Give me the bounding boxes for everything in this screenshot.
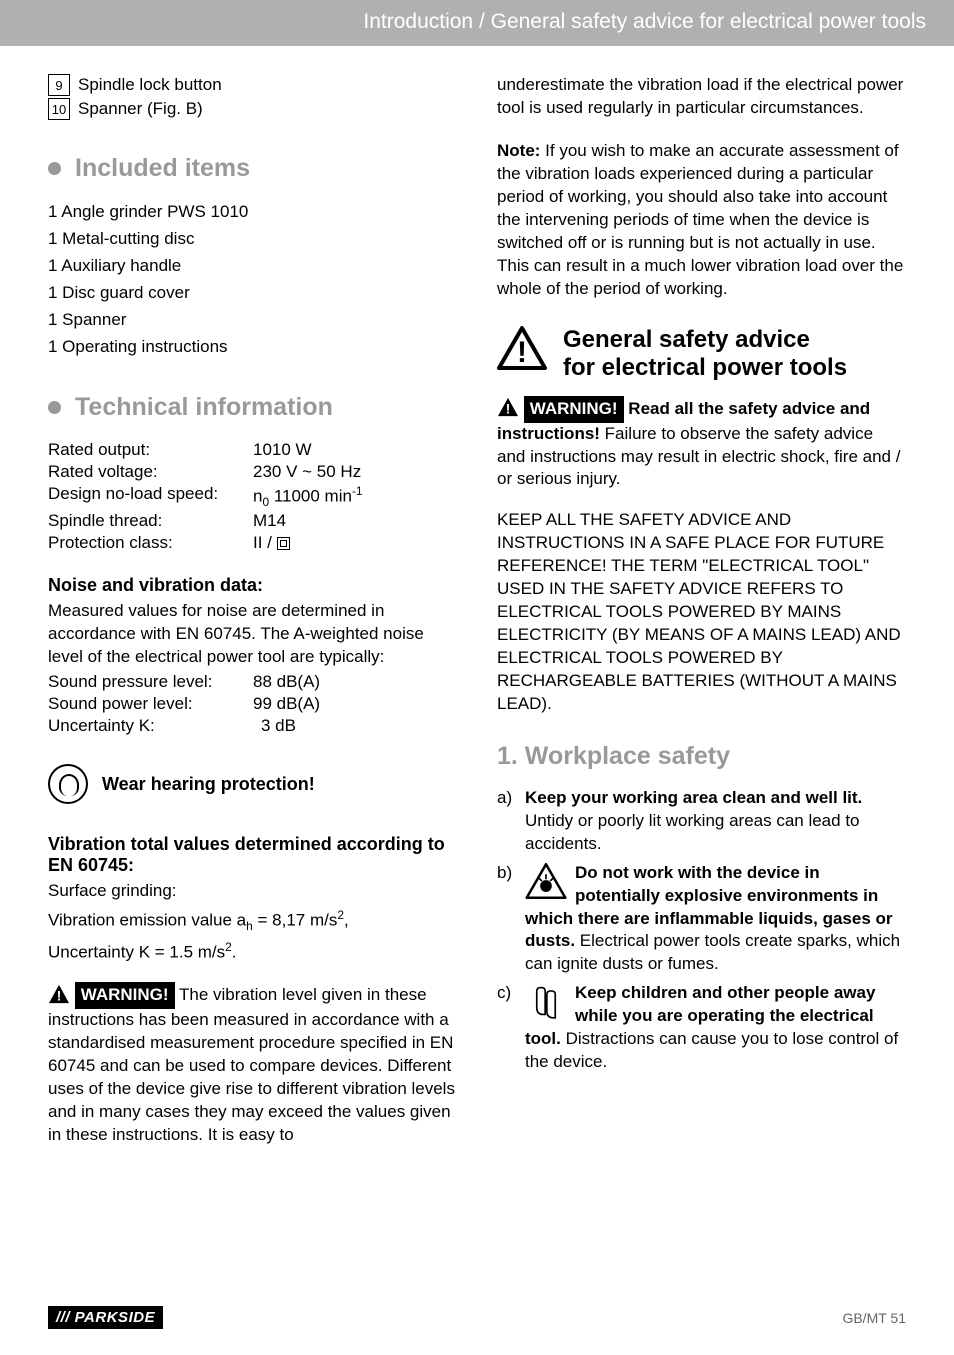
spec-value: 1010 W — [253, 440, 312, 460]
explosion-warning-icon — [525, 862, 567, 900]
section-heading: Technical information — [48, 393, 457, 422]
noise-row: Sound power level:99 dB(A) — [48, 694, 457, 714]
content-area: 9 Spindle lock button 10 Spanner (Fig. B… — [0, 46, 954, 1151]
right-column: underestimate the vibration load if the … — [497, 74, 906, 1151]
spec-value: 230 V ~ 50 Hz — [253, 462, 361, 482]
list-item: 1 Operating instructions — [48, 336, 457, 359]
list-item: 1 Angle grinder PWS 1010 — [48, 201, 457, 224]
spec-value: II / — [253, 533, 290, 553]
svg-text:!: ! — [517, 336, 527, 369]
spec-row: Design no-load speed:n0 11000 min-1 — [48, 484, 457, 509]
spec-label: Rated output: — [48, 440, 253, 460]
vib-line: Uncertainty K = 1.5 m/s2. — [48, 939, 457, 965]
keep-safety-text: KEEP ALL THE SAFETY ADVICE AND INSTRUCTI… — [497, 509, 906, 715]
spec-label: Rated voltage: — [48, 462, 253, 482]
included-items-list: 1 Angle grinder PWS 1010 1 Metal-cutting… — [48, 201, 457, 359]
list-body: Keep children and other people away whil… — [525, 982, 906, 1074]
noise-label: Sound pressure level: — [48, 672, 253, 692]
spec-label: Design no-load speed: — [48, 484, 253, 509]
note-label: Note: — [497, 141, 540, 160]
svg-text:!: ! — [506, 401, 511, 416]
noise-row: Uncertainty K:3 dB — [48, 716, 457, 736]
section-title: Technical information — [75, 393, 333, 422]
section-heading: Included items — [48, 154, 457, 183]
general-safety-heading: ! General safety advice for electrical p… — [497, 326, 906, 381]
bullet-icon — [48, 401, 61, 414]
spec-label: Protection class: — [48, 533, 253, 553]
general-safety-title: General safety advice for electrical pow… — [563, 326, 847, 381]
spec-label: Spindle thread: — [48, 511, 253, 531]
list-marker: a) — [497, 787, 525, 856]
list-body: Do not work with the device in potential… — [525, 862, 906, 977]
warning-badge: WARNING! — [524, 396, 624, 423]
warning-text: The vibration level given in these instr… — [48, 985, 455, 1144]
note-text: If you wish to make an accurate assessme… — [497, 141, 903, 298]
page-header: Introduction / General safety advice for… — [0, 0, 954, 46]
bullet-icon — [48, 162, 61, 175]
hearing-text: Wear hearing protection! — [102, 774, 315, 795]
gsa-warning-paragraph: ! WARNING! Read all the safety advice an… — [497, 396, 906, 492]
safety-item-a: a) Keep your working area clean and well… — [497, 787, 906, 856]
noise-heading: Noise and vibration data: — [48, 575, 457, 596]
safety-item-b: b) Do not work with the device in potent… — [497, 862, 906, 977]
list-body: Keep your working area clean and well li… — [525, 787, 906, 856]
list-item: 1 Spanner — [48, 309, 457, 332]
part-number-box: 9 — [48, 74, 70, 96]
hearing-row: Wear hearing protection! — [48, 764, 457, 804]
noise-label: Sound power level: — [48, 694, 253, 714]
workplace-safety-heading: 1. Workplace safety — [497, 742, 906, 771]
warning-paragraph: ! WARNING! The vibration level given in … — [48, 982, 457, 1147]
part-label: Spindle lock button — [78, 75, 222, 95]
spec-value: M14 — [253, 511, 286, 531]
list-marker: b) — [497, 862, 525, 977]
noise-value: 88 dB(A) — [253, 672, 320, 692]
ear-protection-icon — [48, 764, 88, 804]
left-column: 9 Spindle lock button 10 Spanner (Fig. B… — [48, 74, 457, 1151]
parts-list: 9 Spindle lock button 10 Spanner (Fig. B… — [48, 74, 457, 120]
note-paragraph: Note: If you wish to make an accurate as… — [497, 140, 906, 301]
noise-value: 99 dB(A) — [253, 694, 320, 714]
list-item: 1 Disc guard cover — [48, 282, 457, 305]
spec-row: Protection class:II / — [48, 533, 457, 553]
warning-triangle-icon: ! — [497, 397, 519, 417]
continuation-text: underestimate the vibration load if the … — [497, 74, 906, 120]
list-item: 1 Auxiliary handle — [48, 255, 457, 278]
vibration-heading: Vibration total values determined accord… — [48, 834, 457, 876]
noise-value: 3 dB — [253, 716, 296, 736]
brand-badge: /// PARKSIDE — [48, 1306, 163, 1329]
spec-row: Rated output:1010 W — [48, 440, 457, 460]
specs-table: Rated output:1010 W Rated voltage:230 V … — [48, 440, 457, 553]
vib-line: Surface grinding: — [48, 880, 457, 903]
section-title: Included items — [75, 154, 250, 183]
spec-value: n0 11000 min-1 — [253, 484, 363, 509]
warning-badge: WARNING! — [75, 982, 175, 1009]
spec-row: Rated voltage:230 V ~ 50 Hz — [48, 462, 457, 482]
part-item: 10 Spanner (Fig. B) — [48, 98, 457, 120]
list-marker: c) — [497, 982, 525, 1074]
svg-text:!: ! — [57, 988, 62, 1003]
spec-row: Spindle thread:M14 — [48, 511, 457, 531]
safety-item-c: c) Keep children and other people away w… — [497, 982, 906, 1074]
page-footer: /// PARKSIDE GB/MT 51 — [48, 1306, 906, 1329]
part-item: 9 Spindle lock button — [48, 74, 457, 96]
noise-row: Sound pressure level:88 dB(A) — [48, 672, 457, 692]
page-number: GB/MT 51 — [842, 1310, 906, 1326]
warning-triangle-icon: ! — [497, 326, 547, 370]
list-item: 1 Metal-cutting disc — [48, 228, 457, 251]
warning-triangle-icon: ! — [48, 984, 70, 1004]
part-number-box: 10 — [48, 98, 70, 120]
part-label: Spanner (Fig. B) — [78, 99, 203, 119]
noise-label: Uncertainty K: — [48, 716, 253, 736]
vib-line: Vibration emission value ah = 8,17 m/s2, — [48, 907, 457, 934]
noise-text: Measured values for noise are determined… — [48, 600, 457, 669]
keep-away-hands-icon — [525, 982, 567, 1020]
